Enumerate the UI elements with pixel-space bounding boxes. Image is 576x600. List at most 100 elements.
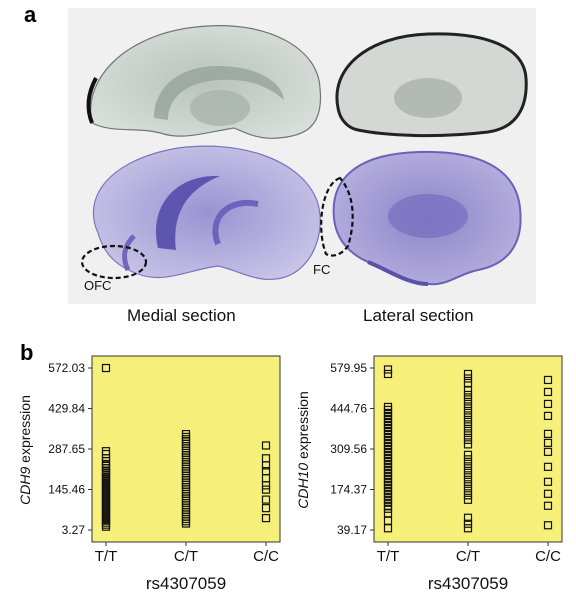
data-point	[543, 501, 553, 510]
x-ticks-cdh10: T/T C/T C/C	[377, 542, 561, 565]
y-tick-label: 174.37	[330, 482, 367, 496]
data-point	[463, 386, 473, 395]
data-point	[463, 473, 473, 482]
x-ticks-cdh9: T/T C/T C/C	[95, 542, 279, 565]
data-point	[463, 369, 473, 379]
ofc-label: OFC	[84, 278, 112, 293]
x-tick-label: C/T	[456, 548, 480, 565]
data-point	[463, 459, 473, 468]
data-point	[261, 485, 271, 494]
y-ticks-cdh9: 572.03 429.84 287.65 145.46 3.27	[48, 361, 92, 537]
lateral-section-purple	[332, 150, 522, 286]
data-point	[463, 482, 473, 491]
data-point	[463, 464, 473, 473]
points-cdh10	[383, 365, 553, 533]
data-point	[543, 489, 553, 498]
y-tick-label: 309.56	[330, 442, 367, 456]
data-point	[543, 399, 553, 409]
data-point	[261, 461, 271, 470]
data-point	[543, 429, 553, 438]
y-tick-label: 145.46	[48, 483, 85, 497]
data-point	[463, 395, 473, 404]
data-point	[463, 399, 473, 409]
y-tick-label: 429.84	[48, 402, 85, 416]
data-point	[463, 491, 473, 500]
data-point	[543, 411, 553, 421]
data-point	[463, 422, 473, 431]
data-point	[101, 363, 111, 373]
data-point	[463, 495, 473, 504]
data-point	[101, 522, 111, 531]
y-tick-label: 287.65	[48, 442, 85, 456]
y-axis-label-cdh9: CDH9 expression	[17, 395, 33, 505]
lateral-section-caption: Lateral section	[363, 306, 474, 325]
panel-b-letter: b	[20, 340, 34, 365]
data-point	[463, 440, 473, 449]
data-point	[463, 431, 473, 440]
lateral-section-gray	[335, 32, 528, 138]
brain-sections-svg	[80, 25, 528, 286]
data-point	[463, 426, 473, 435]
data-point	[261, 504, 271, 513]
y-ticks-cdh10: 579.95 444.76 309.56 174.37 39.17	[330, 361, 374, 537]
data-point	[261, 495, 271, 504]
data-point	[543, 477, 553, 486]
data-point	[463, 455, 473, 464]
data-point	[463, 513, 473, 522]
x-tick-label: C/T	[174, 548, 198, 565]
y-axis-suffix-cdh9: expression	[17, 395, 33, 467]
data-point	[543, 521, 553, 530]
panel-a-letter: a	[24, 2, 37, 27]
ofc-region-outline	[80, 244, 148, 280]
points-cdh9	[101, 363, 271, 531]
data-point	[543, 438, 553, 447]
data-point	[463, 435, 473, 444]
y-tick-label: 39.17	[337, 523, 367, 537]
x-tick-label: T/T	[377, 548, 400, 565]
data-point	[543, 375, 553, 385]
data-point	[543, 462, 553, 471]
x-axis-label-cdh10: rs4307059	[428, 574, 508, 593]
x-tick-label: T/T	[95, 548, 118, 565]
data-point	[463, 524, 473, 533]
y-tick-label: 572.03	[48, 361, 85, 375]
data-point	[383, 369, 393, 379]
scatter-charts: 572.03 429.84 287.65 145.46 3.27 T/T C/T C/C r…	[17, 355, 563, 593]
brain-section-images	[68, 8, 536, 304]
data-point	[543, 447, 553, 456]
data-point	[383, 504, 393, 513]
y-axis-gene-cdh10: CDH10	[295, 463, 311, 509]
data-point	[463, 390, 473, 400]
x-axis-label-cdh9: rs4307059	[146, 574, 226, 593]
data-point	[383, 365, 393, 374]
data-point	[383, 524, 393, 533]
data-point	[463, 417, 473, 427]
data-point	[463, 413, 473, 422]
y-tick-label: 444.76	[330, 401, 367, 415]
data-point	[463, 450, 473, 459]
medial-section-purple	[93, 145, 321, 280]
data-point	[463, 519, 473, 528]
fc-label: FC	[313, 262, 331, 277]
data-point	[463, 486, 473, 495]
data-point	[463, 404, 473, 413]
x-tick-label: C/C	[535, 548, 561, 565]
chart-cdh9: 572.03 429.84 287.65 145.46 3.27 T/T C/T C/C r…	[17, 355, 281, 593]
y-tick-label: 3.27	[62, 523, 86, 537]
fc-region-outline	[320, 176, 354, 257]
data-point	[543, 387, 553, 397]
data-point	[463, 374, 473, 383]
data-point	[181, 519, 191, 528]
medial-section-gray	[86, 25, 322, 139]
y-tick-label: 579.95	[330, 361, 367, 375]
y-axis-suffix-cdh10: expression	[295, 391, 311, 463]
data-point	[261, 514, 271, 523]
data-point	[261, 441, 271, 450]
medial-section-caption: Medial section	[127, 306, 236, 325]
data-point	[463, 477, 473, 486]
y-axis-gene-cdh9: CDH9	[17, 467, 33, 505]
data-point	[463, 468, 473, 477]
data-point	[261, 481, 271, 490]
x-tick-label: C/C	[253, 548, 279, 565]
